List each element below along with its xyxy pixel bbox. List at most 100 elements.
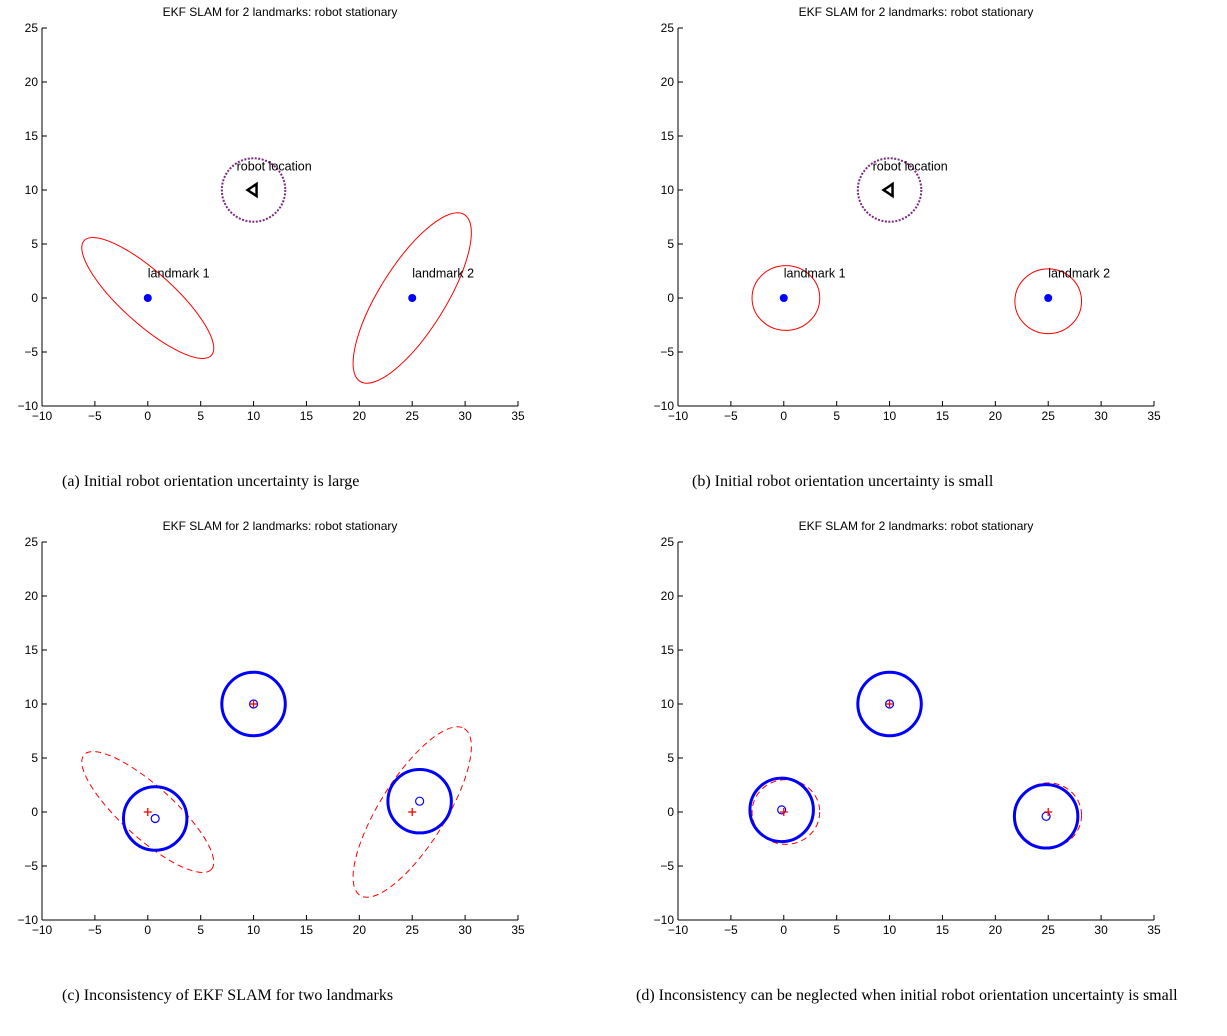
x-tick-label: 25 [1042, 409, 1056, 423]
annotation-label: robot location [873, 160, 948, 174]
x-tick-label: −5 [88, 409, 102, 423]
caption-b: (b) Initial robot orientation uncertaint… [692, 473, 994, 490]
y-tick-label: 10 [661, 697, 675, 711]
estimate-marker-3 [415, 796, 425, 806]
y-tick-label: −5 [24, 859, 38, 873]
uncertainty-ellipse-2 [352, 212, 472, 384]
x-tick-label: 10 [883, 409, 897, 423]
x-tick-label: 30 [458, 409, 472, 423]
y-tick-label: 0 [31, 291, 38, 305]
y-tick-label: −10 [18, 399, 39, 413]
estimate-circle-1 [220, 670, 287, 738]
y-tick-label: 5 [31, 237, 38, 251]
x-tick-label: 30 [1094, 409, 1108, 423]
x-tick-label: 0 [144, 409, 151, 423]
caption-c: (c) Inconsistency of EKF SLAM for two la… [62, 987, 394, 1004]
x-tick-label: 20 [989, 409, 1003, 423]
x-tick-label: 0 [780, 923, 787, 937]
x-tick-label: 5 [833, 923, 840, 937]
estimate-circle-2 [748, 776, 815, 844]
y-tick-label: −5 [660, 859, 674, 873]
y-tick-label: 20 [661, 75, 675, 89]
x-tick-label: 35 [511, 409, 525, 423]
robot-marker [245, 181, 258, 199]
y-tick-label: −5 [24, 345, 38, 359]
caption-d: (d) Inconsistency can be neglected when … [636, 987, 1178, 1004]
x-tick-label: 20 [989, 923, 1003, 937]
chart-title: EKF SLAM for 2 landmarks: robot stationa… [163, 519, 398, 533]
uncertainty-ellipse-2 [352, 726, 472, 898]
y-tick-label: 10 [661, 183, 675, 197]
landmark-point-2 [1044, 294, 1053, 302]
y-tick-label: 0 [667, 291, 674, 305]
robot-marker [881, 181, 894, 199]
y-tick-label: −10 [18, 913, 39, 927]
estimate-marker-3 [1041, 811, 1051, 821]
y-tick-label: 5 [667, 751, 674, 765]
y-tick-label: 15 [25, 129, 39, 143]
y-tick-label: 10 [25, 183, 39, 197]
uncertainty-ellipse-1 [81, 237, 215, 359]
x-tick-label: −5 [724, 923, 738, 937]
annotation-label: robot location [237, 160, 312, 174]
landmark-point-2 [408, 294, 417, 302]
y-tick-label: −10 [654, 399, 675, 413]
chart-b: EKF SLAM for 2 landmarks: robot stationa… [654, 5, 1161, 423]
x-tick-label: 15 [936, 409, 950, 423]
x-tick-label: 30 [1094, 923, 1108, 937]
robot-uncertainty-circle [220, 157, 287, 223]
chart-title: EKF SLAM for 2 landmarks: robot stationa… [799, 5, 1034, 19]
y-tick-label: 5 [667, 237, 674, 251]
x-tick-label: 25 [406, 409, 420, 423]
y-tick-label: 25 [25, 535, 39, 549]
x-tick-label: 15 [300, 923, 314, 937]
estimate-circle-3 [1012, 783, 1080, 850]
x-tick-label: −5 [724, 409, 738, 423]
uncertainty-ellipse-1 [81, 751, 215, 873]
x-tick-label: −10 [32, 409, 53, 423]
x-tick-label: 25 [1042, 923, 1056, 937]
x-tick-label: 5 [197, 409, 204, 423]
x-tick-label: 35 [1147, 409, 1161, 423]
x-tick-label: 35 [511, 923, 525, 937]
chart-panel-b: EKF SLAM for 2 landmarks: robot stationa… [636, 0, 1226, 500]
y-tick-label: 5 [31, 751, 38, 765]
x-tick-label: 35 [1147, 923, 1161, 937]
chart-c: EKF SLAM for 2 landmarks: robot stationa… [18, 519, 525, 937]
estimate-marker-2 [777, 805, 787, 815]
chart-title: EKF SLAM for 2 landmarks: robot stationa… [163, 5, 398, 19]
y-tick-label: 10 [25, 697, 39, 711]
annotation-label: landmark 1 [148, 267, 210, 281]
y-tick-label: 25 [25, 21, 39, 35]
estimate-circle-3 [386, 767, 453, 835]
chart-panel-d: EKF SLAM for 2 landmarks: robot stationa… [636, 514, 1226, 1014]
x-tick-label: −5 [88, 923, 102, 937]
caption-a: (a) Initial robot orientation uncertaint… [62, 473, 360, 490]
annotation-label: landmark 2 [1048, 267, 1110, 281]
x-tick-label: 5 [833, 409, 840, 423]
x-tick-label: 0 [144, 923, 151, 937]
landmark-point-1 [143, 294, 152, 302]
x-tick-label: 10 [247, 409, 261, 423]
y-tick-label: 0 [667, 805, 674, 819]
x-tick-label: 15 [300, 409, 314, 423]
y-tick-label: 15 [25, 643, 39, 657]
x-tick-label: 30 [458, 923, 472, 937]
y-tick-label: 20 [25, 75, 39, 89]
chart-panel-a: EKF SLAM for 2 landmarks: robot stationa… [0, 0, 590, 500]
annotation-label: landmark 2 [412, 267, 474, 281]
x-tick-label: −10 [668, 923, 689, 937]
x-tick-label: 20 [353, 409, 367, 423]
x-tick-label: −10 [668, 409, 689, 423]
chart-d: EKF SLAM for 2 landmarks: robot stationa… [654, 519, 1161, 937]
chart-title: EKF SLAM for 2 landmarks: robot stationa… [799, 519, 1034, 533]
chart-panel-c: EKF SLAM for 2 landmarks: robot stationa… [0, 514, 590, 1014]
y-tick-label: 20 [25, 589, 39, 603]
x-tick-label: 0 [780, 409, 787, 423]
y-tick-label: 25 [661, 21, 675, 35]
chart-a: EKF SLAM for 2 landmarks: robot stationa… [18, 5, 525, 423]
x-tick-label: −10 [32, 923, 53, 937]
x-tick-label: 10 [883, 923, 897, 937]
y-tick-label: 0 [31, 805, 38, 819]
y-tick-label: 25 [661, 535, 675, 549]
